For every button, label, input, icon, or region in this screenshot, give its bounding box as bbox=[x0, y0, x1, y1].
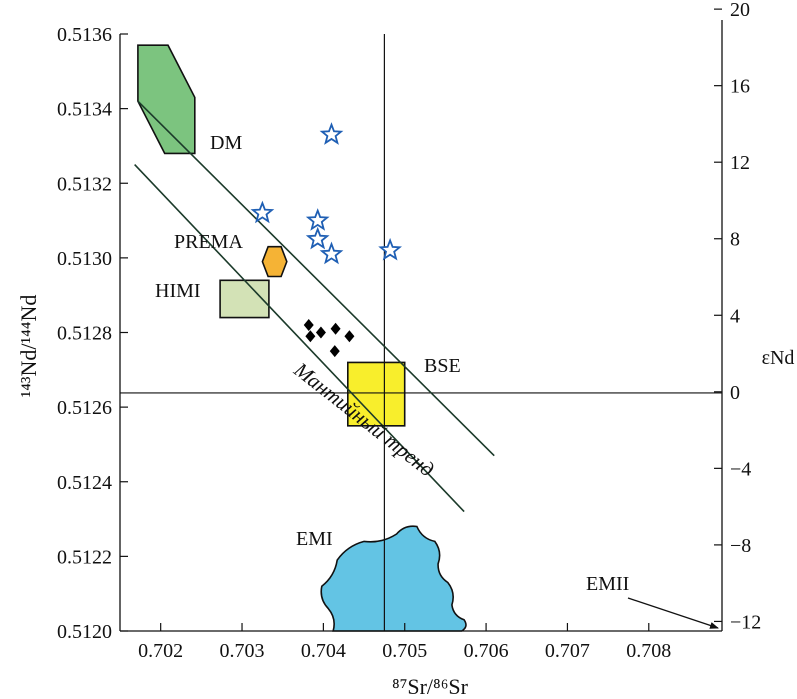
trend-line-upper bbox=[137, 100, 495, 457]
annotation-emii: EMII bbox=[586, 573, 629, 595]
x-tick-label: 0.705 bbox=[382, 640, 427, 662]
y2-tick-label: −12 bbox=[730, 611, 761, 633]
field-label-emi: EMI bbox=[296, 528, 333, 550]
diamond-point bbox=[303, 319, 314, 332]
y-tick-label: 0.5130 bbox=[57, 248, 112, 270]
x-tick-label: 0.704 bbox=[301, 640, 346, 662]
star-point bbox=[378, 237, 402, 261]
field-bse bbox=[347, 361, 406, 427]
field-prema bbox=[261, 245, 288, 278]
emii-arrow bbox=[627, 597, 719, 629]
y-tick-label: 0.5120 bbox=[57, 621, 112, 643]
diamond-point bbox=[344, 330, 355, 343]
reference-lines-layer bbox=[120, 34, 722, 631]
star-point bbox=[305, 208, 330, 231]
y2-tick-label: 8 bbox=[730, 229, 740, 251]
diamond-point bbox=[315, 326, 326, 339]
fields-layer bbox=[137, 44, 467, 632]
field-label-himi: HIMI bbox=[155, 280, 201, 302]
y2-tick-label: 0 bbox=[730, 382, 740, 404]
star-point bbox=[250, 200, 275, 224]
y2-tick-label: −8 bbox=[730, 535, 751, 557]
star-point bbox=[305, 226, 330, 250]
y-tick-label: 0.5122 bbox=[57, 546, 112, 568]
y-tick-label: 0.5134 bbox=[57, 99, 112, 121]
field-dm bbox=[137, 44, 196, 155]
field-label-bse: BSE bbox=[424, 355, 461, 377]
field-emi bbox=[320, 525, 467, 632]
field-himi bbox=[219, 279, 270, 319]
x-tick-label: 0.706 bbox=[464, 640, 509, 662]
y-axis-title: ¹⁴³Nd/¹⁴⁴Nd bbox=[16, 295, 41, 398]
y-tick-label: 0.5132 bbox=[57, 173, 112, 195]
axes-layer: 0.702 0.703 0.704 0.705 0.706 0.707 0.708 0.512… bbox=[57, 0, 761, 662]
diamond-point bbox=[329, 345, 340, 358]
x-tick-label: 0.708 bbox=[626, 640, 671, 662]
y2-tick-label: 4 bbox=[730, 305, 740, 327]
trend-line-lower bbox=[134, 164, 465, 513]
y2-tick-label: 20 bbox=[730, 0, 750, 21]
y2-tick-label: −4 bbox=[730, 458, 751, 480]
points-layer bbox=[250, 122, 402, 358]
y2-tick-label: 12 bbox=[730, 152, 750, 174]
star-point bbox=[319, 122, 344, 145]
x-tick-label: 0.702 bbox=[138, 640, 183, 662]
diamond-point bbox=[330, 322, 341, 335]
diamond-point bbox=[305, 330, 316, 343]
y2-tick-label: 16 bbox=[730, 76, 750, 98]
y-tick-label: 0.5126 bbox=[57, 397, 112, 419]
y-tick-label: 0.5124 bbox=[57, 472, 112, 494]
x-axis-title: ⁸⁷Sr/⁸⁶Sr bbox=[392, 674, 469, 699]
star-point bbox=[319, 241, 344, 265]
field-label-prema: PREMA bbox=[174, 231, 243, 253]
y-tick-label: 0.5128 bbox=[57, 323, 112, 345]
field-label-dm: DM bbox=[210, 132, 242, 154]
x-tick-label: 0.703 bbox=[220, 640, 265, 662]
y2-axis-title: εNd bbox=[762, 347, 795, 369]
y-tick-label: 0.5136 bbox=[57, 24, 112, 46]
x-tick-label: 0.707 bbox=[545, 640, 590, 662]
